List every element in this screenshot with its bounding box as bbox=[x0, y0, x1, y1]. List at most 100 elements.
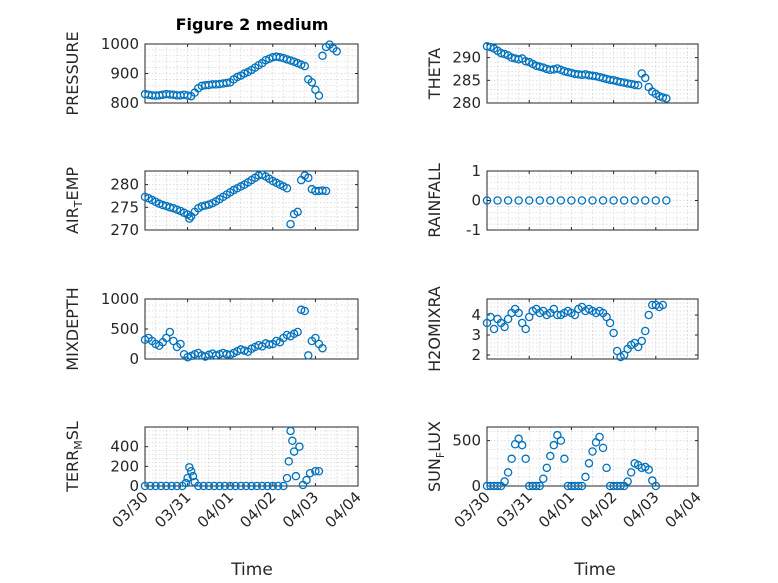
series-terr-msl bbox=[140, 426, 324, 491]
data-point bbox=[482, 196, 492, 205]
subplot-sun-flux: 03/3003/3104/0104/0204/0304/040500SUNFLU… bbox=[425, 421, 705, 531]
data-point bbox=[286, 219, 295, 229]
data-point bbox=[183, 352, 192, 362]
data-point bbox=[220, 481, 230, 491]
data-point bbox=[517, 440, 527, 450]
data-point bbox=[641, 196, 650, 205]
y-axis-label: THETA bbox=[425, 48, 444, 100]
x-tick-label: 04/04 bbox=[662, 488, 705, 531]
data-point bbox=[633, 342, 643, 352]
data-point bbox=[199, 481, 208, 491]
data-point bbox=[225, 481, 235, 491]
y-tick-label: 3 bbox=[471, 326, 481, 344]
data-point bbox=[500, 322, 509, 332]
data-point bbox=[577, 481, 587, 491]
data-point bbox=[279, 481, 288, 491]
data-point bbox=[284, 457, 294, 466]
data-point bbox=[204, 481, 214, 491]
data-point bbox=[503, 196, 513, 205]
data-point bbox=[658, 300, 668, 310]
data-point bbox=[609, 328, 618, 338]
data-point bbox=[641, 73, 650, 83]
data-point bbox=[314, 91, 324, 100]
data-point bbox=[524, 312, 534, 322]
x-tick-label: 04/01 bbox=[535, 488, 578, 531]
data-point bbox=[305, 468, 315, 478]
data-point bbox=[644, 310, 654, 320]
data-point bbox=[296, 305, 306, 315]
y-tick-label: 0 bbox=[129, 477, 139, 495]
data-point bbox=[318, 343, 327, 353]
data-point bbox=[605, 318, 615, 328]
data-point bbox=[623, 477, 632, 486]
series-sun-flux bbox=[482, 430, 661, 491]
data-point bbox=[172, 481, 182, 491]
data-point bbox=[549, 440, 559, 450]
data-point bbox=[598, 196, 608, 205]
data-point bbox=[598, 443, 608, 453]
x-tick-label: 04/03 bbox=[279, 488, 322, 531]
data-point bbox=[286, 56, 295, 65]
data-point bbox=[183, 91, 192, 100]
data-point bbox=[539, 474, 548, 483]
data-point bbox=[231, 481, 240, 491]
x-axis-label-right: Time bbox=[573, 560, 616, 580]
axes-box bbox=[144, 426, 359, 487]
data-point bbox=[311, 466, 320, 476]
data-point bbox=[332, 47, 341, 56]
data-point bbox=[612, 346, 622, 356]
data-point bbox=[188, 471, 198, 481]
subplot-pressure: 800 900 1000 PRESSURE bbox=[63, 31, 359, 116]
data-point bbox=[560, 454, 569, 464]
data-point bbox=[524, 196, 534, 205]
data-point bbox=[619, 196, 629, 205]
y-tick-label: 0 bbox=[471, 192, 481, 210]
y-tick-label: 2 bbox=[471, 346, 481, 364]
data-point bbox=[183, 473, 192, 483]
data-point bbox=[546, 196, 555, 205]
data-point bbox=[503, 314, 513, 324]
data-point bbox=[291, 471, 301, 481]
y-tick-label: 200 bbox=[110, 457, 139, 475]
data-point bbox=[185, 463, 194, 472]
data-point bbox=[616, 481, 625, 491]
y-tick-label: -1 bbox=[466, 221, 481, 239]
y-tick-label: 280 bbox=[452, 94, 481, 112]
data-point bbox=[302, 475, 311, 485]
data-point bbox=[577, 196, 587, 205]
data-point bbox=[630, 80, 639, 90]
data-point bbox=[556, 436, 566, 445]
x-tick-label: 04/01 bbox=[194, 488, 237, 531]
data-point bbox=[609, 196, 618, 205]
series-pressure bbox=[140, 40, 341, 101]
data-point bbox=[318, 51, 327, 61]
data-point bbox=[263, 481, 272, 491]
data-point bbox=[165, 327, 175, 337]
data-point bbox=[289, 447, 299, 456]
data-point bbox=[162, 333, 171, 343]
data-point bbox=[493, 196, 502, 205]
y-axis-label: RAINFALL bbox=[425, 163, 444, 238]
y-axis-label: MIXDEPTH bbox=[63, 287, 82, 370]
data-point bbox=[500, 477, 509, 486]
series-air-temp bbox=[140, 170, 331, 229]
data-point bbox=[288, 436, 297, 446]
subplot-theta: 280 285 290 THETA bbox=[425, 42, 699, 112]
data-point bbox=[186, 466, 196, 476]
data-point bbox=[567, 196, 576, 205]
data-point bbox=[514, 434, 523, 444]
y-axis-label: SUNFLUX bbox=[425, 421, 447, 492]
data-point bbox=[311, 333, 320, 343]
data-point bbox=[542, 463, 552, 473]
data-point bbox=[517, 318, 527, 328]
y-tick-label: 0 bbox=[129, 350, 139, 368]
data-point bbox=[282, 473, 292, 483]
data-point bbox=[514, 308, 523, 318]
data-point bbox=[257, 481, 267, 491]
x-tick-label: 04/04 bbox=[322, 488, 365, 531]
data-point bbox=[482, 318, 492, 328]
data-point bbox=[493, 481, 502, 491]
data-point bbox=[247, 481, 256, 491]
